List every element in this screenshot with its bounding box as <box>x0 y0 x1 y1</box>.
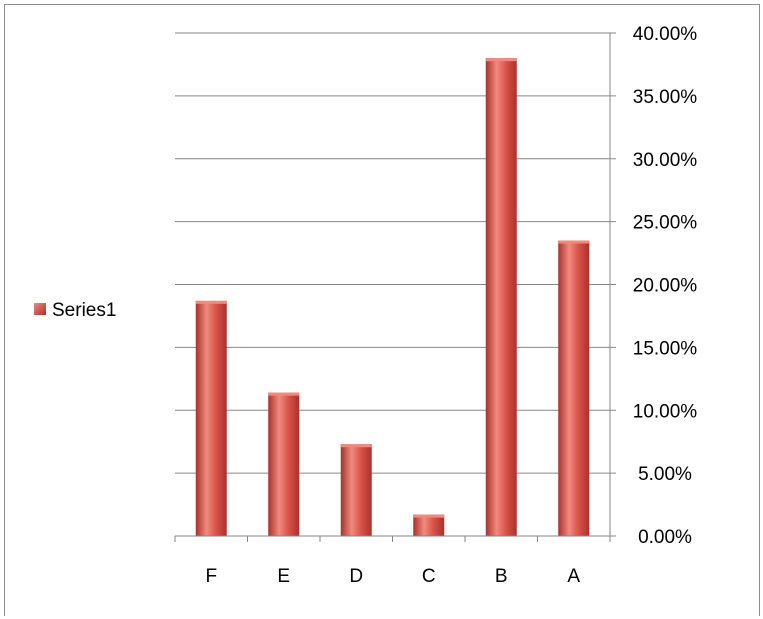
bar-cap-A <box>558 240 590 244</box>
x-tick-label: B <box>495 566 508 587</box>
y-tick-labels: 0.00% 5.00% 10.00% 15.00% 20.00% 25.00% 30.00%… <box>633 24 698 548</box>
bar-B <box>485 58 517 537</box>
legend-swatch <box>34 303 46 315</box>
y-tick-label: 5.00% <box>638 464 692 485</box>
bar-cap-D <box>340 444 372 448</box>
bar-cap-C <box>413 514 445 518</box>
x-tick-label: F <box>205 566 217 587</box>
x-tick-label: D <box>349 566 363 587</box>
legend: Series1 <box>34 300 116 321</box>
x-tick-label: E <box>277 566 290 587</box>
y-tick-label: 25.00% <box>633 213 698 234</box>
y-tick-label: 10.00% <box>633 401 698 422</box>
bar-cap-E <box>268 392 300 396</box>
x-tick-label: A <box>567 566 580 587</box>
y-tick-label: 15.00% <box>633 338 698 359</box>
legend-label: Series1 <box>52 300 116 321</box>
x-tick-label: C <box>422 566 436 587</box>
bar-F <box>195 300 227 536</box>
bar-D <box>340 444 372 536</box>
y-tick-label: 35.00% <box>633 87 698 108</box>
gridlines <box>175 32 616 537</box>
bar-cap-B <box>485 58 517 62</box>
bar-C <box>413 514 445 536</box>
y-tick-label: 0.00% <box>638 527 692 548</box>
bars <box>195 58 590 537</box>
axes <box>174 33 611 542</box>
y-tick-label: 40.00% <box>633 24 698 45</box>
bar-A <box>558 240 590 537</box>
y-tick-label: 20.00% <box>633 276 698 297</box>
bar-cap-F <box>195 300 227 304</box>
chart-frame <box>4 4 760 616</box>
y-tick-label: 30.00% <box>633 150 698 171</box>
bar-E <box>268 392 300 536</box>
